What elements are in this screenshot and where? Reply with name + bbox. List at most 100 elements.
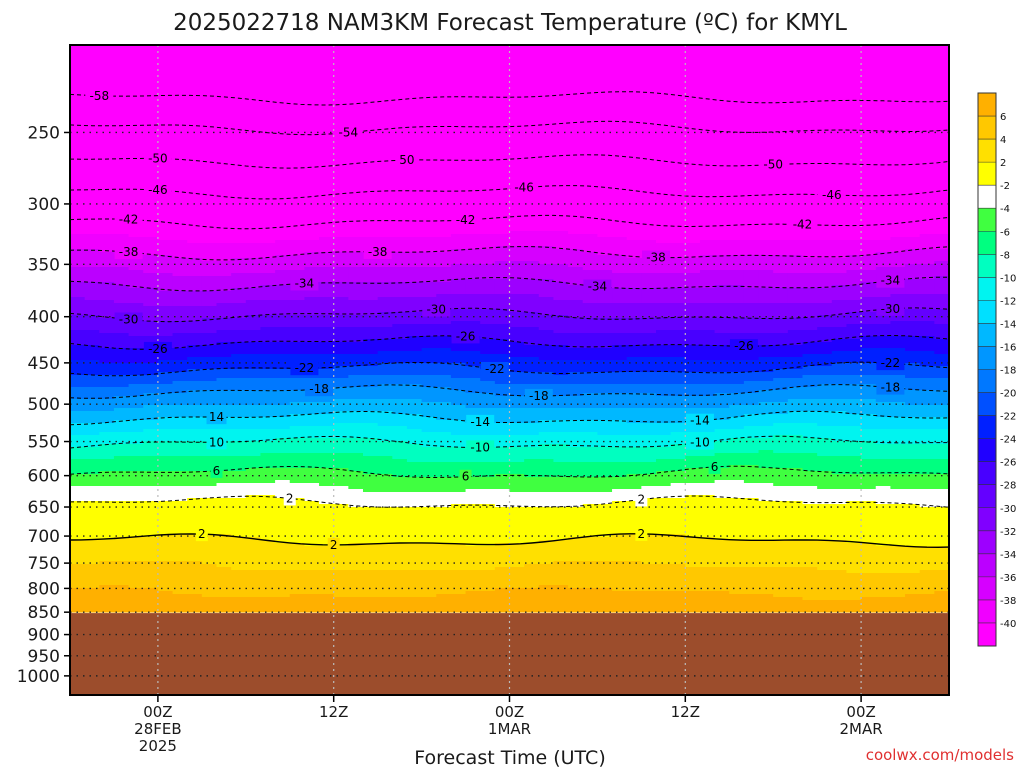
field-cell bbox=[934, 162, 949, 166]
field-cell bbox=[612, 150, 628, 154]
field-cell bbox=[245, 84, 262, 88]
field-cell bbox=[524, 222, 540, 226]
field-cell bbox=[319, 138, 335, 142]
field-cell bbox=[685, 222, 701, 226]
field-cell bbox=[348, 177, 364, 181]
field-cell bbox=[743, 138, 760, 142]
field-cell bbox=[421, 126, 437, 130]
field-cell bbox=[905, 171, 921, 175]
field-cell bbox=[568, 159, 584, 163]
field-cell bbox=[333, 213, 349, 217]
field-cell bbox=[304, 177, 320, 181]
field-cell bbox=[450, 156, 467, 160]
field-cell bbox=[758, 180, 774, 184]
field-cell bbox=[201, 81, 218, 85]
field-cell bbox=[919, 66, 935, 70]
field-cell bbox=[143, 45, 159, 49]
field-cell bbox=[465, 72, 481, 76]
field-cell bbox=[861, 156, 877, 160]
field-cell bbox=[934, 63, 949, 67]
field-cell bbox=[333, 90, 349, 94]
field-cell bbox=[905, 78, 921, 82]
field-cell bbox=[333, 228, 349, 232]
field-cell bbox=[729, 114, 745, 118]
field-cell bbox=[553, 66, 569, 70]
field-cell bbox=[245, 51, 262, 55]
field-cell bbox=[743, 219, 760, 223]
field-cell bbox=[890, 195, 906, 199]
field-cell bbox=[128, 192, 144, 196]
field-cell bbox=[773, 228, 789, 232]
field-cell bbox=[494, 99, 511, 103]
field-cell bbox=[172, 129, 188, 133]
field-cell bbox=[319, 225, 335, 229]
field-cell bbox=[157, 210, 174, 214]
field-cell bbox=[787, 63, 804, 67]
field-cell bbox=[787, 168, 804, 172]
field-cell bbox=[84, 129, 100, 133]
field-cell bbox=[743, 174, 760, 178]
field-cell bbox=[480, 186, 496, 190]
field-cell bbox=[612, 144, 628, 148]
field-cell bbox=[934, 66, 949, 70]
field-cell bbox=[714, 144, 730, 148]
field-cell bbox=[392, 168, 408, 172]
field-cell bbox=[831, 225, 848, 229]
field-cell bbox=[84, 63, 100, 67]
field-cell bbox=[348, 174, 364, 178]
field-cell bbox=[187, 225, 203, 229]
field-cell bbox=[70, 102, 86, 106]
field-cell bbox=[421, 195, 437, 199]
field-cell bbox=[304, 219, 320, 223]
field-cell bbox=[934, 123, 949, 127]
field-cell bbox=[113, 75, 130, 79]
field-cell bbox=[582, 108, 598, 112]
field-cell bbox=[875, 183, 891, 187]
field-cell bbox=[714, 45, 730, 49]
field-cell bbox=[787, 93, 804, 97]
field-cell bbox=[670, 222, 686, 226]
field-cell bbox=[553, 120, 569, 124]
field-cell bbox=[582, 129, 598, 133]
field-cell bbox=[831, 129, 848, 133]
field-cell bbox=[113, 189, 130, 193]
field-cell bbox=[773, 81, 789, 85]
field-cell bbox=[743, 213, 760, 217]
field-cell bbox=[582, 174, 598, 178]
field-cell bbox=[597, 66, 613, 70]
field-cell bbox=[84, 123, 100, 127]
field-cell bbox=[934, 135, 949, 139]
field-cell bbox=[729, 96, 745, 100]
field-cell bbox=[802, 189, 818, 193]
field-cell bbox=[905, 129, 921, 133]
field-cell bbox=[743, 222, 760, 226]
field-cell bbox=[743, 195, 760, 199]
field-cell bbox=[597, 198, 613, 202]
field-cell bbox=[846, 108, 862, 112]
field-cell bbox=[494, 186, 511, 190]
field-cell bbox=[802, 159, 818, 163]
field-cell bbox=[421, 90, 437, 94]
field-cell bbox=[99, 63, 115, 67]
field-cell bbox=[582, 51, 598, 55]
field-cell bbox=[699, 105, 716, 109]
field-cell bbox=[875, 150, 891, 154]
field-cell bbox=[275, 144, 291, 148]
field-cell bbox=[421, 132, 437, 136]
field-cell bbox=[128, 111, 144, 115]
field-cell bbox=[656, 57, 672, 61]
field-cell bbox=[743, 126, 760, 130]
field-cell bbox=[919, 201, 935, 205]
field-cell bbox=[714, 72, 730, 76]
field-cell bbox=[143, 132, 159, 136]
field-cell bbox=[260, 156, 276, 160]
field-cell bbox=[787, 204, 804, 208]
field-cell bbox=[128, 126, 144, 130]
field-cell bbox=[245, 66, 262, 70]
field-cell bbox=[729, 63, 745, 67]
field-cell bbox=[524, 171, 540, 175]
field-cell bbox=[597, 108, 613, 112]
field-cell bbox=[612, 69, 628, 73]
field-cell bbox=[934, 57, 949, 61]
field-cell bbox=[392, 144, 408, 148]
